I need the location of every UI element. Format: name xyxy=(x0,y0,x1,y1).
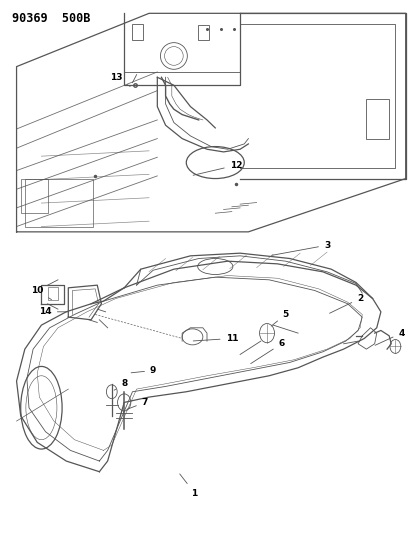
Text: 4: 4 xyxy=(374,329,404,345)
Text: 12: 12 xyxy=(193,161,242,175)
Bar xyxy=(25,179,93,227)
Text: 11: 11 xyxy=(193,334,237,343)
Text: 9: 9 xyxy=(131,366,156,375)
Text: 3: 3 xyxy=(271,241,330,255)
Text: 14: 14 xyxy=(39,308,67,316)
Text: 13: 13 xyxy=(109,73,130,86)
Text: 90369  500B: 90369 500B xyxy=(12,12,90,25)
Text: 2: 2 xyxy=(329,294,363,313)
Text: 7: 7 xyxy=(126,398,148,409)
Text: 10: 10 xyxy=(31,286,51,300)
Bar xyxy=(366,99,388,139)
Text: 8: 8 xyxy=(114,379,127,390)
Text: 6: 6 xyxy=(250,340,284,364)
Bar xyxy=(132,24,142,40)
Text: 5: 5 xyxy=(271,310,288,326)
Bar xyxy=(21,179,47,213)
Bar xyxy=(197,25,209,40)
Text: 1: 1 xyxy=(179,474,197,497)
Bar xyxy=(47,287,58,300)
